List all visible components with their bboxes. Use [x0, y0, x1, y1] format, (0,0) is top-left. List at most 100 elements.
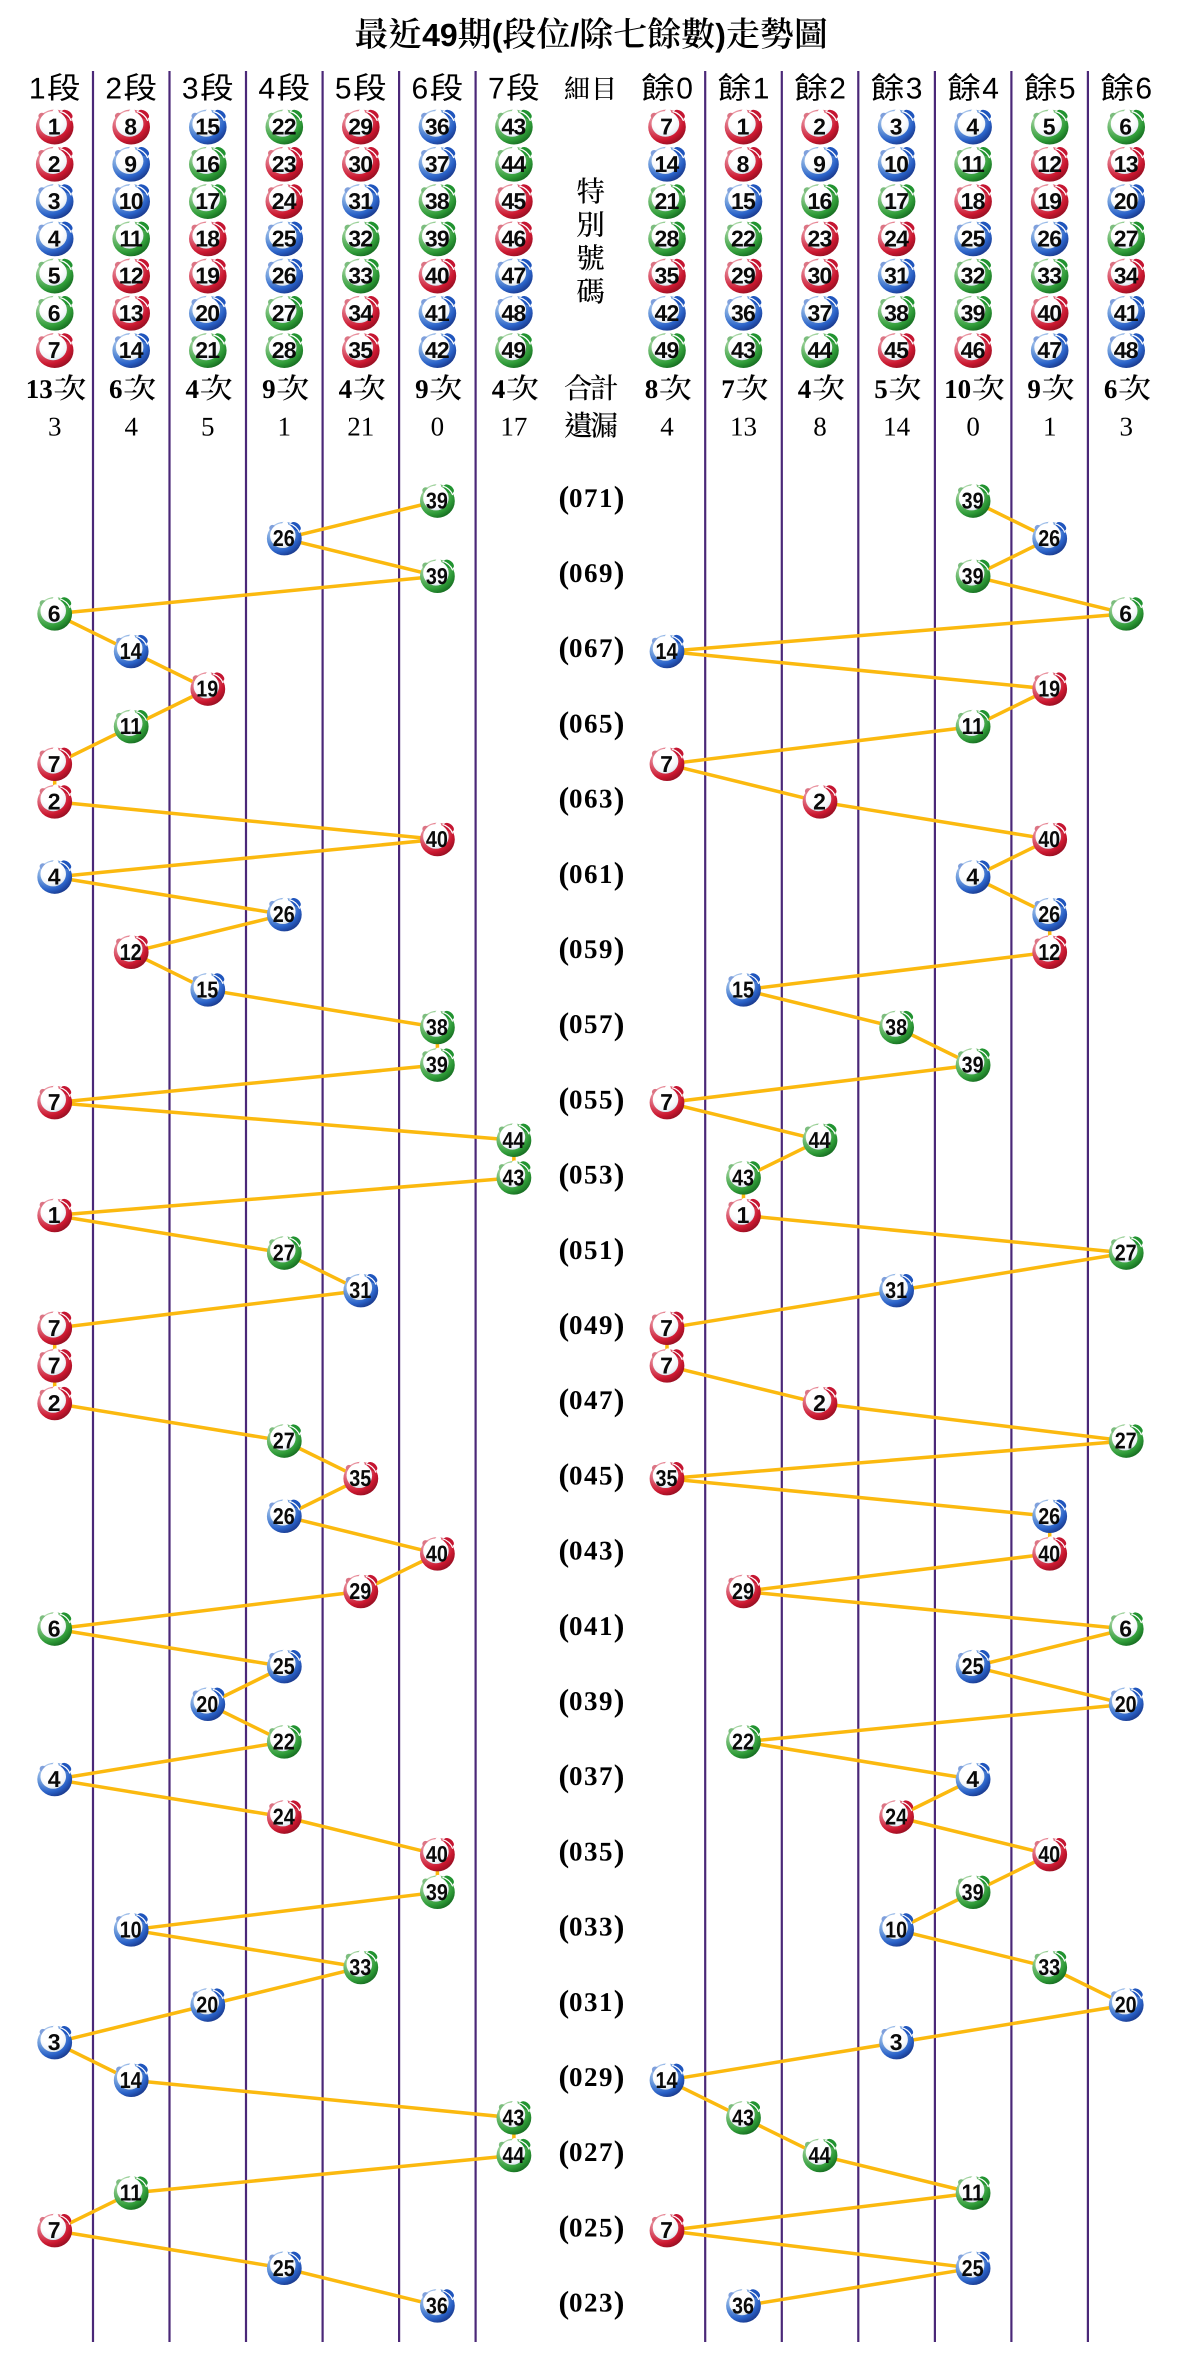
- svg-text:24: 24: [884, 225, 909, 251]
- svg-text:069: 069: [569, 558, 614, 588]
- svg-text:4: 4: [798, 374, 812, 404]
- svg-text:10: 10: [885, 1916, 907, 1942]
- svg-text:4: 4: [48, 225, 61, 251]
- svg-text:25: 25: [273, 1653, 295, 1679]
- svg-text:053: 053: [569, 1160, 614, 1190]
- svg-text:): ): [614, 2058, 625, 2094]
- svg-text:36: 36: [425, 114, 449, 140]
- svg-text:): ): [614, 2209, 625, 2245]
- svg-text:26: 26: [1038, 1503, 1060, 1529]
- svg-text:37: 37: [808, 300, 832, 326]
- svg-text:39: 39: [426, 563, 448, 589]
- svg-text:(: (: [559, 930, 570, 966]
- svg-text:061: 061: [569, 859, 614, 889]
- svg-text:11: 11: [120, 2180, 142, 2206]
- svg-text:11: 11: [962, 2180, 984, 2206]
- svg-text:15: 15: [731, 188, 756, 214]
- svg-text:14: 14: [120, 2067, 142, 2093]
- svg-text:6: 6: [412, 73, 429, 106]
- svg-text:): ): [614, 1532, 625, 1568]
- svg-text:23: 23: [272, 151, 296, 177]
- svg-text:22: 22: [273, 1728, 295, 1754]
- svg-text:12: 12: [120, 939, 142, 965]
- svg-text:1: 1: [29, 73, 46, 106]
- svg-text:(: (: [559, 1231, 570, 1267]
- svg-text:30: 30: [348, 151, 372, 177]
- svg-text:025: 025: [569, 2212, 614, 2242]
- svg-text:27: 27: [1114, 225, 1138, 251]
- svg-text:4: 4: [966, 114, 979, 140]
- svg-text:15: 15: [196, 976, 218, 1002]
- svg-text:(: (: [559, 554, 570, 590]
- svg-text:041: 041: [569, 1611, 614, 1641]
- svg-text:14: 14: [120, 638, 142, 664]
- svg-text:17: 17: [884, 188, 908, 214]
- svg-text:42: 42: [425, 337, 449, 363]
- svg-text:(: (: [559, 1908, 570, 1944]
- svg-text:44: 44: [808, 337, 833, 363]
- svg-text:42: 42: [655, 300, 679, 326]
- svg-text:13: 13: [1114, 151, 1138, 177]
- svg-text:31: 31: [884, 263, 909, 289]
- svg-text:051: 051: [569, 1235, 614, 1265]
- svg-text:7: 7: [48, 751, 61, 777]
- svg-text:3: 3: [890, 114, 903, 140]
- svg-text:27: 27: [1115, 1428, 1137, 1454]
- svg-text:15: 15: [732, 976, 754, 1002]
- svg-text:15: 15: [195, 114, 220, 140]
- svg-text:): ): [614, 855, 625, 891]
- svg-text:39: 39: [961, 300, 985, 326]
- svg-text:6: 6: [48, 600, 61, 626]
- svg-text:5: 5: [201, 412, 215, 442]
- svg-text:063: 063: [569, 784, 614, 814]
- svg-text:30: 30: [808, 263, 832, 289]
- svg-text:(: (: [559, 1607, 570, 1643]
- svg-text:0: 0: [676, 73, 693, 106]
- svg-text:6: 6: [1119, 114, 1132, 140]
- svg-text:0: 0: [431, 412, 445, 442]
- svg-text:): ): [715, 17, 726, 53]
- svg-text:11: 11: [120, 713, 142, 739]
- svg-text:13: 13: [730, 412, 757, 442]
- svg-text:17: 17: [500, 412, 527, 442]
- svg-text:1: 1: [753, 73, 770, 106]
- svg-text:11: 11: [961, 151, 985, 177]
- svg-text:033: 033: [569, 1912, 614, 1942]
- svg-text:(: (: [559, 1306, 570, 1342]
- svg-text:(: (: [559, 1457, 570, 1493]
- svg-text:1: 1: [1043, 412, 1057, 442]
- svg-text:(: (: [559, 2284, 570, 2320]
- svg-text:35: 35: [655, 263, 680, 289]
- svg-text:4: 4: [660, 412, 674, 442]
- svg-text:(: (: [559, 1757, 570, 1793]
- svg-text:057: 057: [569, 1009, 614, 1039]
- svg-text:20: 20: [196, 1691, 218, 1717]
- svg-text:027: 027: [569, 2137, 614, 2167]
- svg-text:8: 8: [737, 151, 750, 177]
- svg-text:7: 7: [660, 2217, 673, 2243]
- svg-text:1: 1: [278, 412, 292, 442]
- svg-text:7: 7: [660, 114, 673, 140]
- svg-text:22: 22: [731, 225, 755, 251]
- svg-text:46: 46: [961, 337, 985, 363]
- svg-text:): ): [614, 2284, 625, 2320]
- svg-text:(: (: [559, 1833, 570, 1869]
- svg-text:4: 4: [982, 73, 999, 106]
- svg-text:37: 37: [425, 151, 449, 177]
- svg-text:29: 29: [732, 1578, 754, 1604]
- svg-text:21: 21: [655, 188, 680, 214]
- svg-text:10: 10: [944, 374, 971, 404]
- svg-text:6: 6: [1104, 374, 1118, 404]
- svg-text:7: 7: [48, 1352, 61, 1378]
- svg-text:44: 44: [809, 2142, 831, 2168]
- svg-text:26: 26: [1038, 901, 1060, 927]
- svg-text:): ): [614, 1005, 625, 1041]
- svg-text:): ): [614, 629, 625, 665]
- svg-text:26: 26: [273, 901, 295, 927]
- svg-text:1: 1: [737, 1202, 750, 1228]
- svg-text:2: 2: [829, 73, 846, 106]
- svg-text:39: 39: [426, 1052, 448, 1078]
- svg-text:6: 6: [109, 374, 123, 404]
- svg-text:2: 2: [48, 1390, 61, 1416]
- svg-text:22: 22: [732, 1728, 754, 1754]
